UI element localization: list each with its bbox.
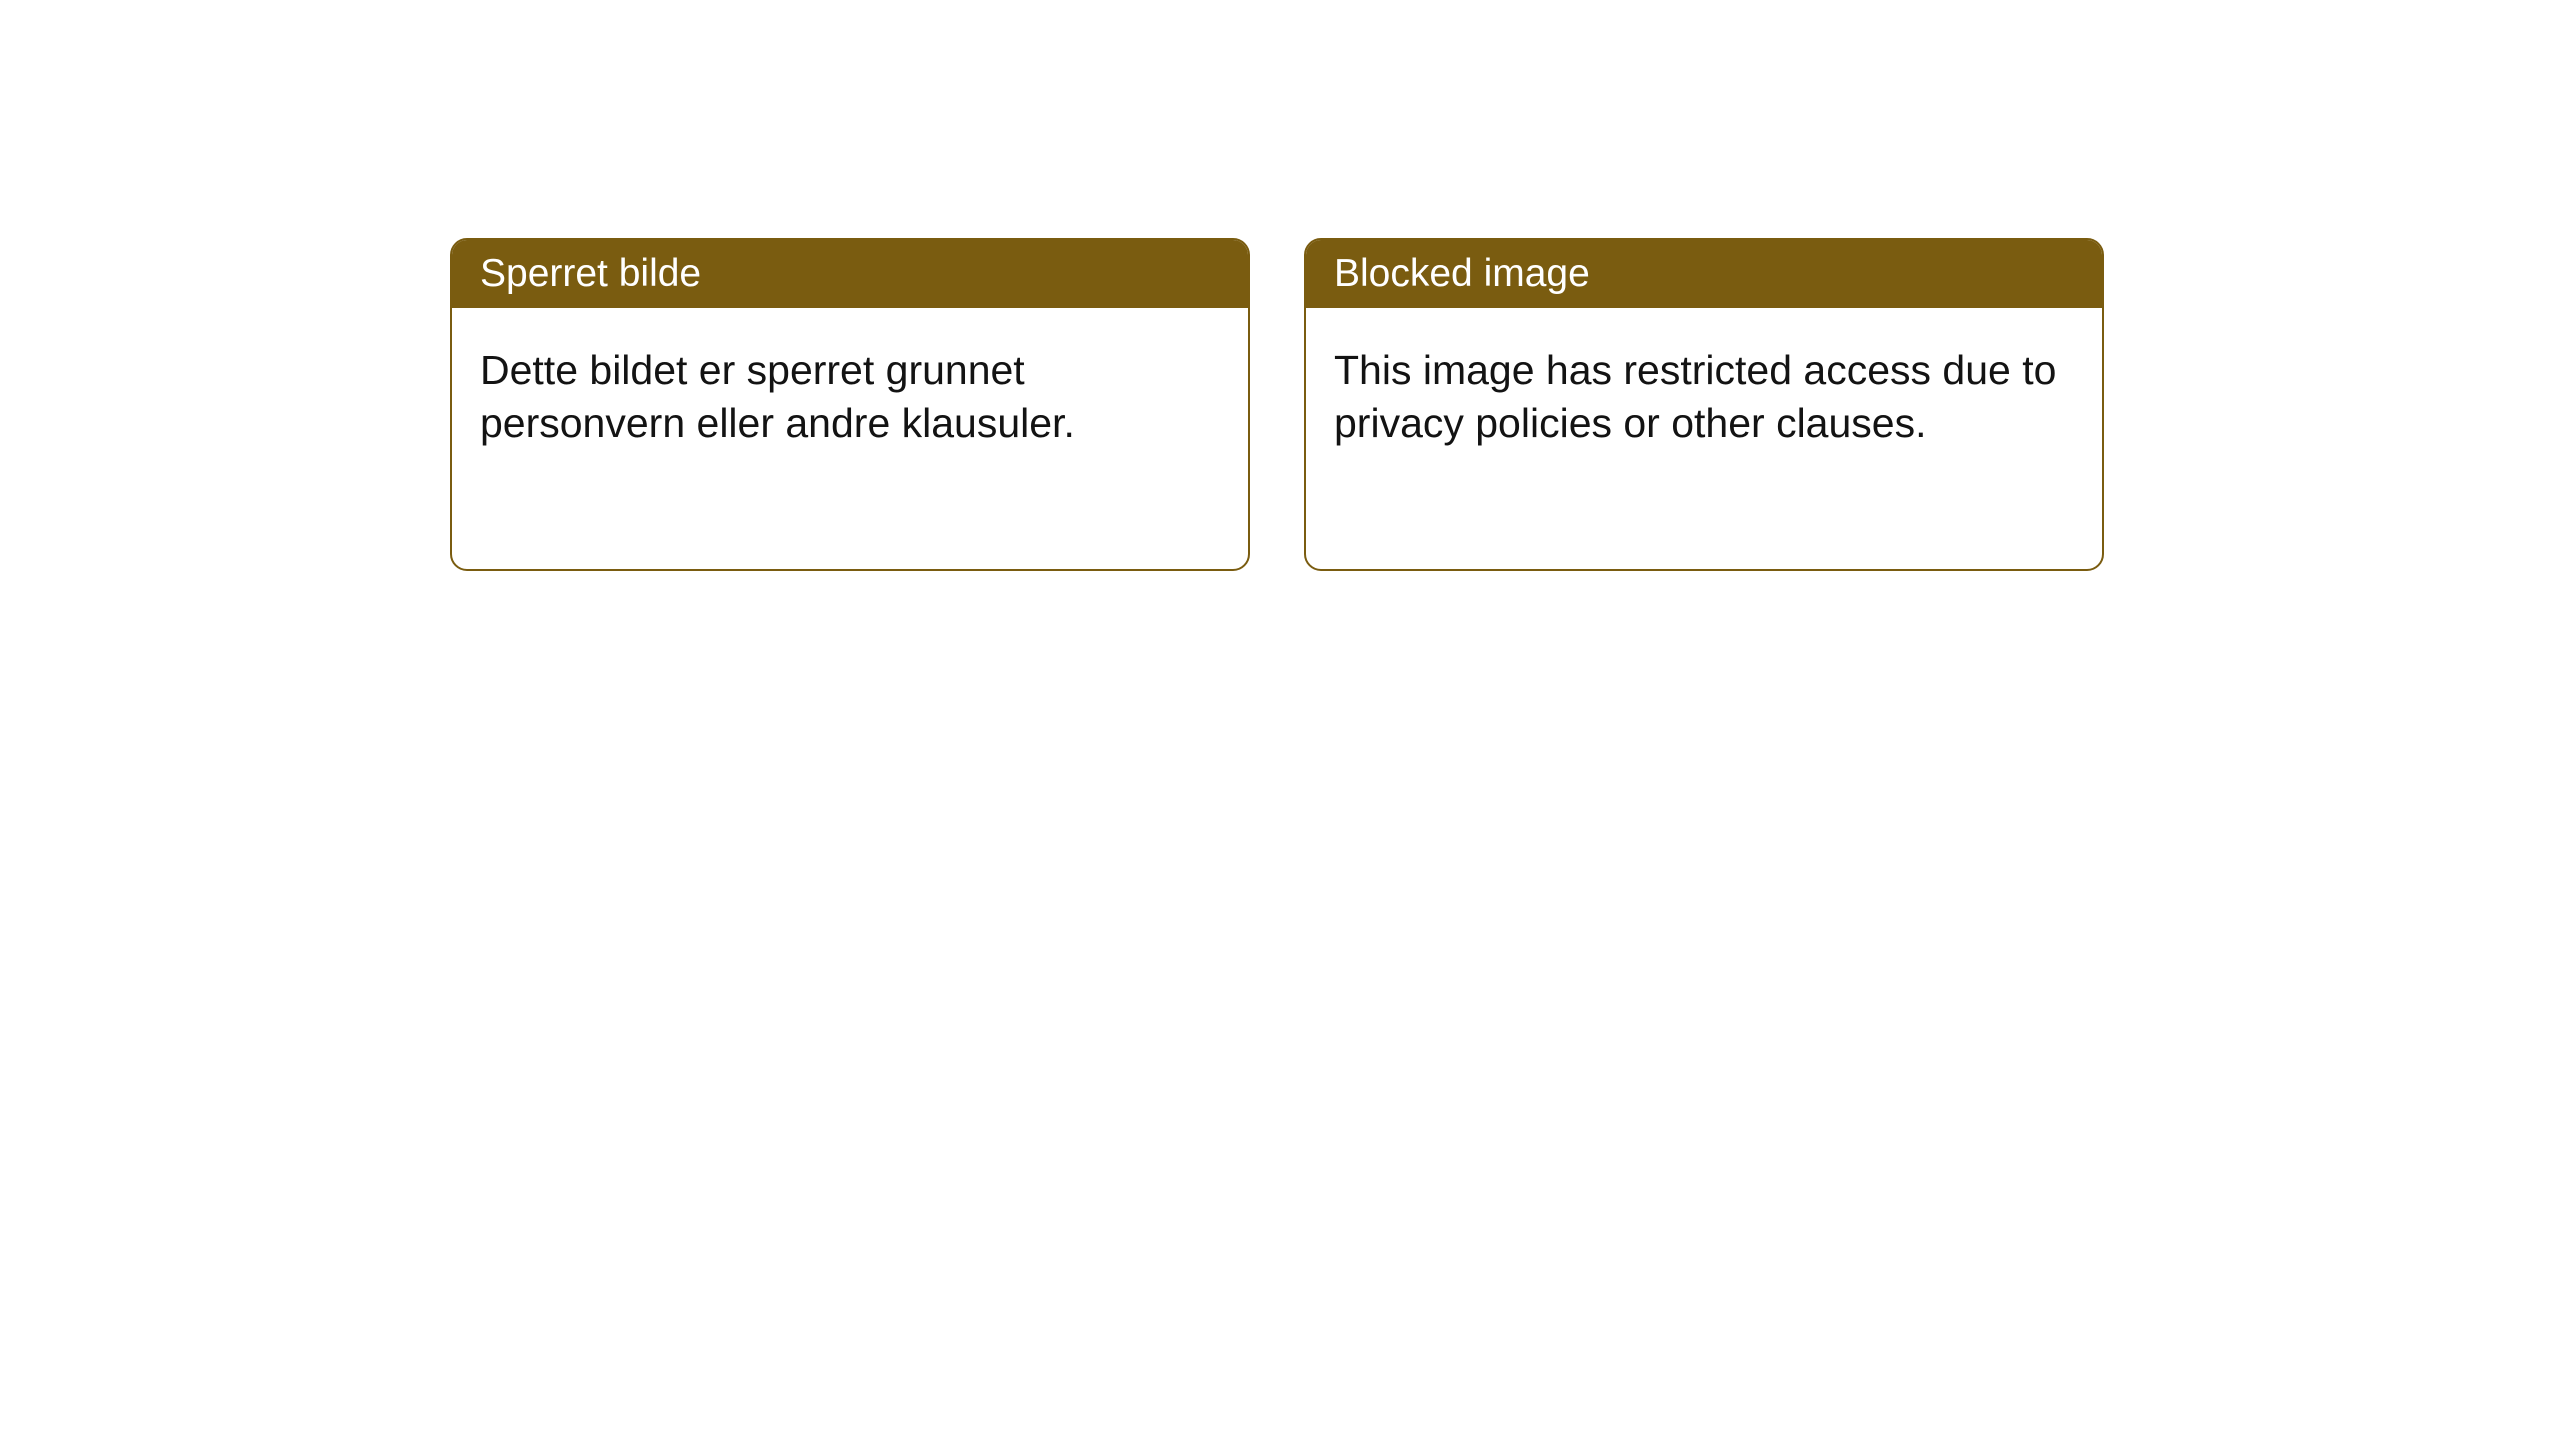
notice-card-body: Dette bildet er sperret grunnet personve… <box>452 308 1248 487</box>
notice-card-title: Blocked image <box>1306 240 2102 308</box>
notice-card-norwegian: Sperret bilde Dette bildet er sperret gr… <box>450 238 1250 571</box>
notice-cards-container: Sperret bilde Dette bildet er sperret gr… <box>450 238 2104 571</box>
notice-card-body: This image has restricted access due to … <box>1306 308 2102 487</box>
notice-card-title: Sperret bilde <box>452 240 1248 308</box>
notice-card-english: Blocked image This image has restricted … <box>1304 238 2104 571</box>
